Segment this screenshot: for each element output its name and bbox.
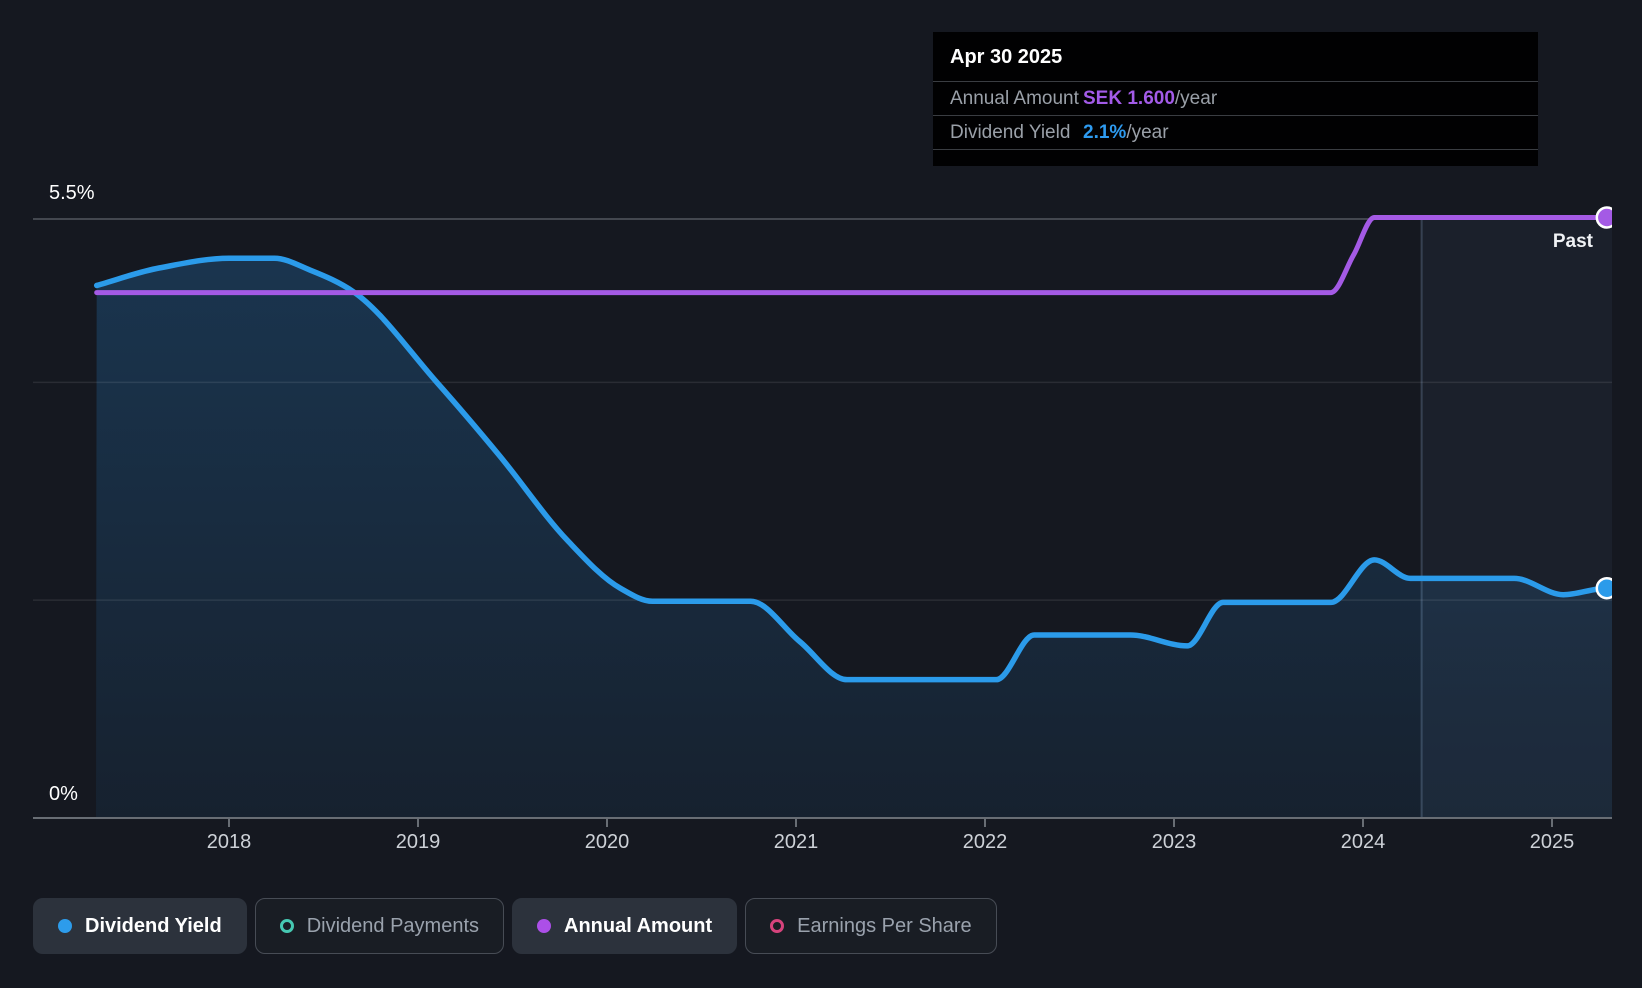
- tooltip-row-value: 2.1%/year: [1083, 122, 1169, 143]
- x-axis-label-2021: 2021: [773, 831, 819, 853]
- legend-dividend-yield-button[interactable]: Dividend Yield: [33, 898, 247, 954]
- legend-earnings-per-share-button[interactable]: Earnings Per Share: [745, 898, 997, 954]
- y-axis-max-label: 5.5%: [49, 182, 95, 204]
- dividend-chart-svg: [33, 206, 1612, 827]
- legend: Dividend Yield Dividend Payments Annual …: [33, 898, 997, 954]
- tooltip-row-label: Dividend Yield: [950, 122, 1071, 143]
- x-axis-label-2022: 2022: [962, 831, 1008, 853]
- x-axis-label-2023: 2023: [1151, 831, 1197, 853]
- x-axis-label-2020: 2020: [584, 831, 630, 853]
- legend-label: Annual Amount: [564, 914, 713, 937]
- x-axis-label-2018: 2018: [206, 831, 252, 853]
- x-axis-label-2019: 2019: [395, 831, 441, 853]
- dividend-yield-marker-icon: [58, 919, 72, 933]
- earnings-per-share-marker-icon: [770, 919, 785, 933]
- tooltip-row-dividend-yield: Dividend Yield 2.1%/year: [933, 116, 1538, 150]
- legend-annual-amount-button[interactable]: Annual Amount: [512, 898, 738, 954]
- x-axis-label-2025: 2025: [1529, 831, 1575, 853]
- tooltip-row-annual-amount: Annual Amount SEK 1.600/year: [933, 82, 1538, 116]
- legend-label: Earnings Per Share: [797, 914, 972, 937]
- tooltip-row-value: SEK 1.600/year: [1083, 88, 1218, 109]
- annual-amount-marker-icon: [537, 919, 552, 933]
- dividend-payments-marker-icon: [279, 919, 294, 933]
- legend-label: Dividend Payments: [306, 914, 480, 937]
- legend-dividend-payments-button[interactable]: Dividend Payments: [254, 898, 505, 954]
- tooltip-date: Apr 30 2025: [933, 32, 1538, 82]
- x-axis-label-2024: 2024: [1340, 831, 1386, 853]
- past-label: Past: [1552, 231, 1593, 252]
- tooltip-row-label: Annual Amount: [950, 88, 1079, 109]
- legend-label: Dividend Yield: [85, 914, 222, 937]
- y-axis-min-label: 0%: [49, 783, 78, 805]
- tooltip: Apr 30 2025 Annual Amount SEK 1.600/year…: [933, 32, 1538, 166]
